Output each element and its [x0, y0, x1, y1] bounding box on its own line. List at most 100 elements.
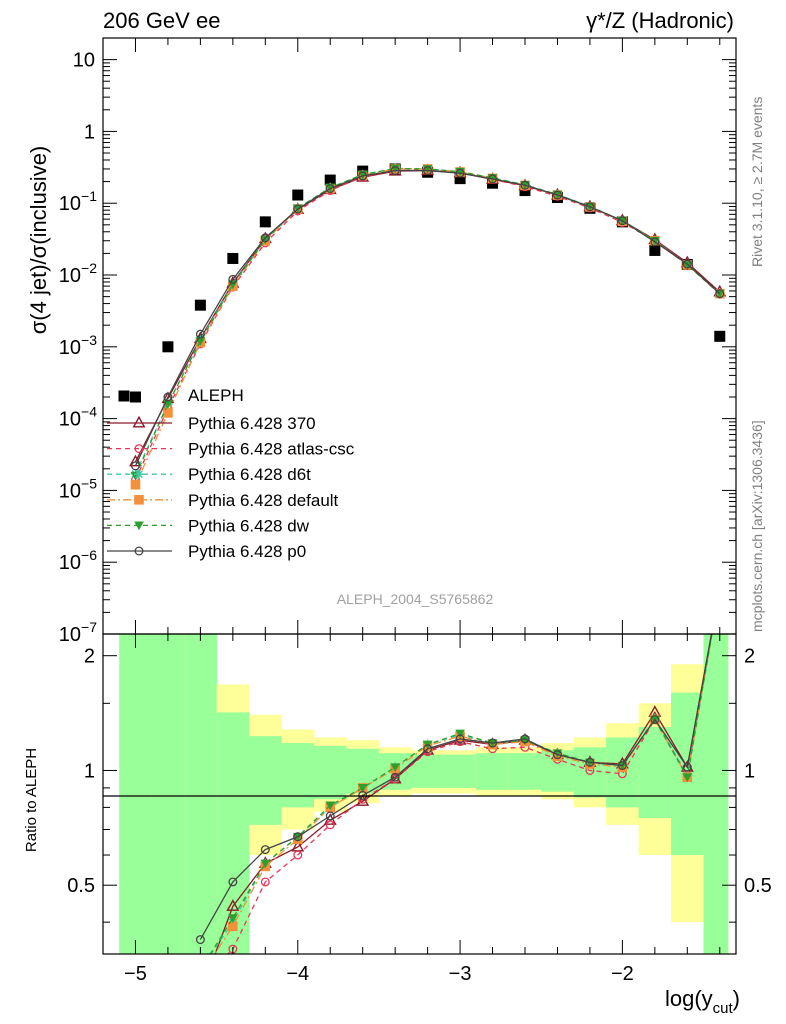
ratio-series-layer [195, 585, 724, 998]
ratio-point [195, 988, 206, 998]
data-point [260, 233, 270, 243]
y-tick-label: 1 [84, 121, 95, 143]
ratio-point [650, 715, 660, 725]
ratio-point [260, 845, 270, 855]
inner-band-bin [638, 727, 672, 819]
data-point [715, 289, 725, 299]
ratio-point [455, 729, 465, 739]
ratio-point [325, 811, 335, 821]
ratio-point [293, 850, 303, 860]
data-point [585, 202, 595, 212]
x-axis-title: log(ycut) [665, 986, 740, 1017]
ratio-y-tick-label-right: 2 [744, 646, 755, 668]
ratio-point [228, 921, 238, 932]
ratio-point [520, 734, 530, 744]
axes-layer: 10−7 10−6 10−5 10−4 10−3 10−2 10−1 1 10 0.5 0.5 1 1 2… [59, 38, 772, 985]
ratio-point [293, 832, 303, 842]
ratio-point [196, 965, 206, 975]
data-point [324, 174, 336, 186]
ratio-point [455, 734, 465, 744]
ratio-point [682, 773, 693, 783]
data-point [130, 461, 140, 471]
ratio-point [488, 738, 498, 748]
data-point [682, 261, 693, 270]
series-pythia-6-428-p0 [130, 166, 725, 471]
y-tick-label: 10−6 [59, 547, 97, 574]
data-point [454, 173, 466, 185]
legend-entry: Pythia 6.428 default [188, 491, 339, 510]
y-tick-label: 10−1 [59, 188, 97, 215]
ratio-point [260, 859, 271, 869]
ratio-point [260, 877, 270, 887]
y-tick-label: 10−5 [59, 475, 97, 502]
series-line [134, 169, 721, 467]
data-point [163, 408, 173, 418]
data-point [293, 204, 303, 214]
data-point [682, 259, 692, 269]
inner-band-bin [573, 747, 607, 798]
data-point [259, 216, 271, 228]
inner-band-bin [119, 634, 153, 954]
ratio-point [585, 757, 595, 767]
legend: ALEPH Pythia 6.428 370 Pythia 6.428 atlas-… [107, 386, 355, 561]
inner-band-bin [281, 743, 315, 808]
ratio-point [617, 761, 627, 771]
data-point [650, 237, 660, 247]
legend-marker [134, 546, 144, 556]
ratio-point [716, 585, 724, 593]
data-point [617, 216, 627, 226]
inner-band-bin [216, 712, 250, 954]
data-point [455, 168, 465, 178]
legend-entry: Pythia 6.428 p0 [188, 542, 306, 561]
legend-entry: Pythia 6.428 d6t [188, 465, 311, 484]
main-y-axis-title: σ(4 jet)/σ(inclusive) [26, 146, 51, 335]
ratio-point [325, 820, 335, 830]
ratio-point [390, 763, 400, 772]
data-point [520, 180, 530, 190]
inner-band-bin [443, 754, 477, 788]
legend-entry: Pythia 6.428 dw [188, 516, 310, 535]
inner-band-bin [703, 634, 729, 954]
data-point [130, 479, 141, 490]
data-point [488, 174, 498, 184]
y-tick-label: 10−4 [59, 404, 97, 431]
legend-marker-aleph [118, 390, 130, 402]
data-point [390, 166, 400, 176]
y-tick-label: 10−3 [59, 332, 97, 359]
ratio-point [390, 772, 400, 782]
ratio-point [423, 744, 433, 754]
legend-marker [134, 469, 144, 479]
series-aleph [129, 163, 726, 403]
data-point [292, 189, 304, 201]
legend-entry: Pythia 6.428 atlas-csc [188, 440, 355, 459]
x-tick-label: −5 [124, 963, 147, 985]
energy-title: 206 GeV ee [103, 8, 220, 33]
data-point [228, 274, 238, 284]
ratio-point [195, 935, 205, 945]
data-point [162, 341, 174, 353]
y-tick-label: 10 [73, 50, 95, 72]
legend-title: ALEPH [188, 386, 244, 405]
inner-band-bin [151, 634, 185, 954]
ratio-y-tick-label: 1 [84, 760, 95, 782]
data-point [129, 391, 141, 403]
analysis-watermark: ALEPH_2004_S5765862 [337, 591, 494, 607]
data-point [423, 166, 433, 176]
inner-band-bin [476, 753, 510, 790]
ratio-point [716, 585, 724, 593]
data-point [227, 252, 239, 264]
data-point [358, 171, 368, 181]
series-line [134, 168, 721, 485]
ratio-series-pythia-6-428-p0 [195, 585, 724, 945]
data-point [390, 164, 400, 174]
ratio-y-tick-label-right: 0.5 [744, 875, 772, 897]
y-tick-label: 10−7 [59, 619, 97, 646]
series-pythia-6-428-atlas-csc [130, 165, 725, 485]
series-pythia-6-428-dw [130, 164, 725, 481]
ratio-point [682, 762, 692, 772]
ratio-point [356, 794, 370, 806]
ratio-point [197, 977, 205, 985]
inner-band-bin [508, 753, 542, 790]
legend-entry: Pythia 6.428 370 [188, 414, 316, 433]
